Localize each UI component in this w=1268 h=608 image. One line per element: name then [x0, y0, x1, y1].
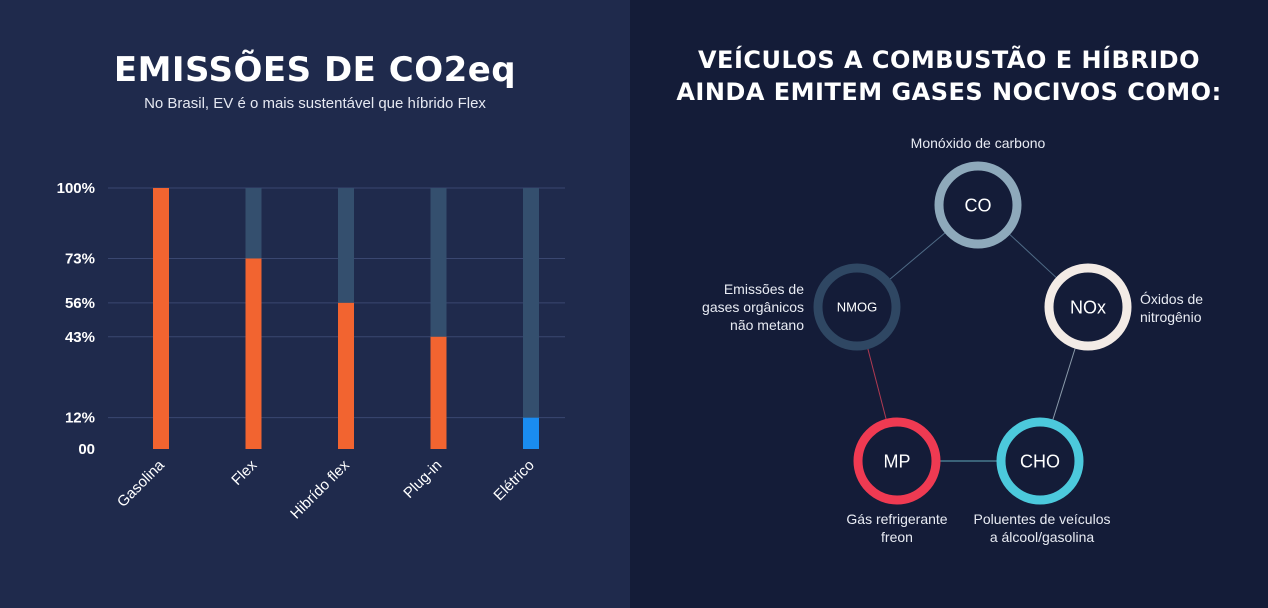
gas-label-line: a álcool/gasolina	[989, 529, 1095, 545]
y-tick-label: 100%	[57, 180, 95, 197]
gas-node-mp: MP	[853, 417, 941, 505]
gas-ring	[996, 417, 1084, 505]
bar-track	[523, 188, 539, 449]
gas-node-nox: NOx	[1044, 263, 1132, 351]
x-tick-label: Gasolina	[114, 456, 168, 510]
gas-node-nmog: NMOG	[813, 263, 901, 351]
gas-label-line: não metano	[730, 317, 804, 333]
gas-label-line: nitrogênio	[1140, 309, 1202, 325]
gas-code: MP	[884, 451, 911, 471]
gas-label-co: Monóxido de carbono	[878, 134, 1078, 152]
bar-gasolina	[153, 188, 169, 449]
chart-title: EMISSÕES DE CO2eq	[113, 50, 517, 90]
y-tick-label: 73%	[65, 250, 95, 267]
gas-label-cho: Poluentes de veículos a álcool/gasolina	[962, 510, 1122, 546]
connector-line	[1052, 346, 1076, 422]
connector-line	[1008, 233, 1058, 279]
pollutants-title: VEÍCULOS A COMBUSTÃO E HÍBRIDO AINDA EMI…	[630, 44, 1268, 108]
gas-ring	[934, 161, 1022, 249]
gas-code: CHO	[1020, 451, 1060, 471]
x-tick-label: Flex	[228, 456, 260, 488]
gas-code: NMOG	[837, 300, 877, 315]
chart-subtitle: No Brasil, EV é o mais sustentável que h…	[144, 95, 486, 112]
gas-label-line: Óxidos de	[1140, 291, 1204, 307]
gas-ring	[813, 263, 901, 351]
y-tick-label: 00	[78, 441, 95, 458]
connector-line	[888, 231, 947, 281]
gas-label-line: Gás refrigerante	[846, 511, 948, 527]
connector-line	[867, 347, 887, 421]
pollutants-diagram: CO NOx CHO MP NMOG	[813, 161, 1132, 505]
pollutants-title-line1: VEÍCULOS A COMBUSTÃO E HÍBRIDO	[697, 46, 1200, 74]
gas-label-line: gases orgânicos	[702, 299, 804, 315]
x-tick-label: Elétrico	[490, 457, 537, 504]
gas-code: NOx	[1070, 297, 1106, 317]
y-tick-label: 12%	[65, 410, 95, 427]
gas-ring	[853, 417, 941, 505]
emissions-panel: EMISSÕES DE CO2eq No Brasil, EV é o mais…	[0, 0, 630, 608]
gas-code: CO	[965, 195, 992, 215]
bar-flex	[245, 258, 262, 449]
bar-el-trico	[523, 417, 539, 449]
pollutants-panel: VEÍCULOS A COMBUSTÃO E HÍBRIDO AINDA EMI…	[630, 0, 1268, 608]
gas-label-line: freon	[881, 529, 913, 545]
gas-label-mp: Gás refrigerante freon	[817, 510, 977, 546]
gas-label-line: Monóxido de carbono	[910, 135, 1046, 151]
gas-node-cho: CHO	[996, 417, 1084, 505]
gas-label-nox: Óxidos de nitrogênio	[1140, 290, 1268, 326]
x-tick-label: Plug-in	[400, 457, 445, 502]
gas-ring	[1044, 263, 1132, 351]
bar-plug-in	[430, 336, 447, 449]
gas-label-line: Poluentes de veículos	[973, 511, 1111, 527]
gas-node-co: CO	[934, 161, 1022, 249]
gas-label-line: Emissões de	[723, 281, 804, 297]
x-tick-label: Hibrído flex	[287, 456, 353, 522]
bar-hibr-do-flex	[338, 302, 354, 449]
gas-label-nmog: Emissões de gases orgânicos não metano	[680, 280, 804, 334]
y-tick-label: 56%	[65, 295, 95, 312]
pollutants-title-line2: AINDA EMITEM GASES NOCIVOS COMO:	[676, 78, 1222, 106]
emissions-bar-chart: 100% 73% 56% 43% 12% 00 Gasolina Flex Hibrído fl…	[57, 180, 565, 522]
y-tick-label: 43%	[65, 329, 95, 346]
